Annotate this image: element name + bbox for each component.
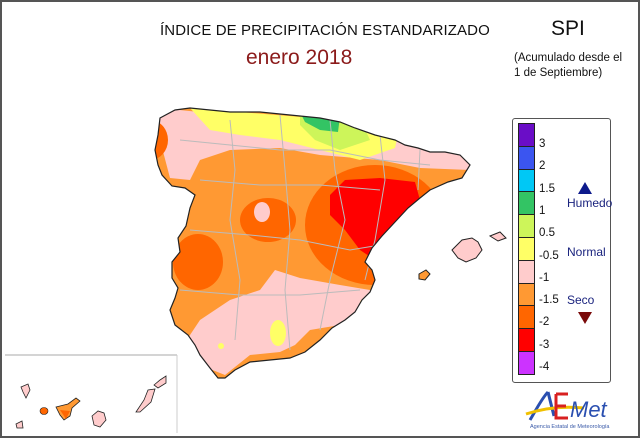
legend-normal-label: Normal bbox=[567, 245, 606, 259]
accumulation-note: (Acumulado desde el 1 de Septiembre) bbox=[514, 51, 639, 81]
legend-swatch bbox=[518, 306, 535, 330]
legend-dry-label: Seco bbox=[567, 293, 595, 307]
mallorca bbox=[451, 237, 483, 263]
legend-tick-label: -2 bbox=[539, 316, 550, 329]
legend-tick-label: -1.5 bbox=[539, 294, 559, 307]
legend-humid-label: Humedo bbox=[567, 196, 613, 210]
svg-text:Met: Met bbox=[570, 397, 608, 422]
legend-tick-label: -1 bbox=[539, 271, 550, 284]
legend-tick-label: 1 bbox=[539, 204, 546, 217]
legend-tick-label: 0.5 bbox=[539, 227, 555, 240]
peninsula-coastline bbox=[154, 107, 471, 379]
legend-swatch bbox=[518, 351, 535, 375]
legend-swatch bbox=[518, 237, 535, 261]
legend-swatch bbox=[518, 169, 535, 193]
legend-tick-label: -4 bbox=[539, 361, 550, 373]
legend-swatch bbox=[518, 260, 535, 284]
accumulation-note-line2: 1 de Septiembre) bbox=[514, 67, 603, 79]
ibiza bbox=[418, 269, 431, 281]
legend-tick-label: 1.5 bbox=[539, 182, 555, 195]
map-title: ÍNDICE DE PRECIPITACIÓN ESTANDARIZADO bbox=[160, 22, 490, 39]
legend-swatch bbox=[518, 215, 535, 238]
province-borders bbox=[179, 114, 431, 351]
legend-swatch bbox=[518, 192, 535, 216]
legend: 3 2 1.5 1 0.5 -0.5 -1 -1.5 -2 -3 -4 Humedo Normal … bbox=[512, 118, 613, 383]
legend-tick-label: -3 bbox=[539, 338, 550, 351]
legend-tick-label: 3 bbox=[539, 138, 546, 150]
legend-swatch bbox=[518, 329, 535, 352]
legend-swatch bbox=[518, 283, 535, 307]
aemet-logo: Met bbox=[525, 390, 608, 422]
legend-color-bar bbox=[518, 123, 535, 375]
map-period: enero 2018 bbox=[246, 46, 353, 69]
canary-islands-inset bbox=[5, 354, 178, 433]
legend-swatch bbox=[518, 146, 535, 170]
logo-subtitle: Agencia Estatal de Meteorología bbox=[530, 424, 610, 430]
peninsula-spi-fill bbox=[155, 108, 470, 378]
legend-tick-label: 2 bbox=[539, 160, 546, 173]
menorca bbox=[488, 231, 507, 242]
legend-tick-label: -0.5 bbox=[539, 249, 559, 262]
triangle-up-icon bbox=[578, 182, 592, 194]
index-name: SPI bbox=[551, 17, 585, 40]
triangle-down-icon bbox=[578, 312, 592, 324]
legend-swatch bbox=[518, 123, 535, 147]
accumulation-note-line1: (Acumulado desde el bbox=[514, 52, 623, 64]
